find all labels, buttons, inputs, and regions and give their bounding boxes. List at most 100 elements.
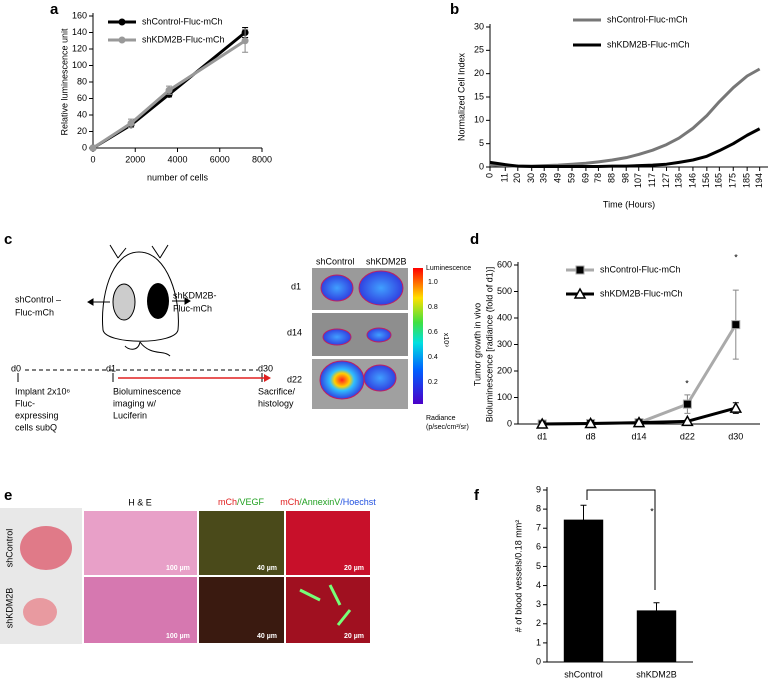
colorbar-footer: Radiance	[426, 415, 456, 422]
legend-marker	[118, 18, 126, 26]
marker	[535, 417, 549, 429]
scale-bar: 40 µm	[257, 633, 277, 640]
annotation: *	[734, 252, 738, 262]
timeline-label: d1	[106, 363, 116, 373]
x-tick-label: d22	[680, 431, 695, 441]
x-tick-label: 20	[512, 173, 522, 183]
y-tick-label: 500	[497, 286, 512, 296]
y-tick-label: 600	[497, 259, 512, 269]
y-tick-label: 60	[77, 93, 87, 103]
marker	[241, 37, 249, 45]
scale-bar: 100 µm	[166, 565, 190, 572]
panel-label: b	[450, 1, 459, 18]
marker	[127, 119, 135, 127]
colorbar-tick: 0.8	[428, 304, 438, 311]
y-axis-label: Bioluminescence [radiance (fold of d1)]	[484, 267, 494, 423]
x-tick-label: 59	[566, 173, 576, 183]
y-tick-label: 3	[536, 599, 541, 609]
step-label: cells subQ	[15, 422, 57, 432]
y-tick-label: 40	[77, 109, 87, 119]
y-tick-label: 100	[497, 392, 512, 402]
x-tick-label: 156	[701, 173, 711, 188]
marker	[729, 401, 743, 413]
y-tick-label: 20	[474, 68, 484, 78]
x-tick-label: 39	[539, 173, 549, 183]
diagram-label: shControl –	[15, 294, 61, 304]
x-tick-label: 107	[633, 173, 643, 188]
bar	[636, 610, 677, 662]
panel-label: c	[4, 231, 12, 248]
row-label: d22	[287, 374, 302, 384]
colorbar-tick: 0.6	[428, 329, 438, 336]
y-tick-label: 0	[507, 418, 512, 428]
y-tick-label: 25	[474, 45, 484, 55]
marker	[731, 320, 741, 330]
y-tick-label: 0	[82, 142, 87, 152]
image-header: shKDM2B	[366, 256, 407, 266]
scale-bar: 20 µm	[344, 565, 364, 572]
tissue-images	[0, 508, 370, 644]
colorbar-footer: (p/sec/cm²/sr)	[426, 424, 469, 431]
timeline-label: d30	[258, 363, 273, 373]
scale-bar: 100 µm	[166, 633, 190, 640]
y-tick-label: 400	[497, 312, 512, 322]
legend-label: shKDM2B-Fluc-mCh	[142, 34, 225, 44]
bioluminescence-images	[312, 268, 423, 409]
y-tick-label: 8	[536, 503, 541, 513]
x-tick-label: 49	[552, 173, 562, 183]
y-tick-label: 0	[479, 161, 484, 171]
x-tick-label: 136	[673, 173, 683, 188]
x-tick-label: 165	[714, 173, 724, 188]
step-label: Sacrifice/	[258, 386, 296, 396]
x-tick-label: 30	[526, 173, 536, 183]
legend-label: shKDM2B-Fluc-mCh	[600, 288, 683, 298]
colorbar-tick: 0.4	[428, 354, 438, 361]
legend-label: shKDM2B-Fluc-mCh	[607, 39, 690, 49]
error-bar	[580, 504, 587, 535]
step-label: Fluc-	[15, 398, 35, 408]
row-label: d1	[291, 281, 301, 291]
x-tick-label: 69	[580, 173, 590, 183]
y-tick-label: 10	[474, 115, 484, 125]
x-tick-label: d1	[537, 431, 547, 441]
panel-label: a	[50, 1, 59, 18]
marker	[584, 416, 597, 429]
mouse-diagram	[87, 244, 191, 357]
y-tick-label: 20	[77, 126, 87, 136]
y-tick-label: 120	[72, 43, 87, 53]
x-tick-label: 88	[607, 173, 617, 183]
y-tick-label: 5	[479, 138, 484, 148]
y-tick-label: 6	[536, 542, 541, 552]
x-tick-label: d14	[631, 431, 646, 441]
scale-bar: 20 µm	[344, 633, 364, 640]
arrow-head	[264, 374, 271, 382]
step-label: Implant 2x10⁶	[15, 386, 71, 396]
y-tick-label: 160	[72, 10, 87, 20]
y-axis-label: Tumor growth in vivo	[472, 303, 482, 386]
y-tick-label: 9	[536, 484, 541, 494]
panel-label: e	[4, 487, 12, 504]
y-tick-label: 200	[497, 365, 512, 375]
series-line	[489, 127, 761, 169]
row-label: shControl	[4, 529, 14, 568]
colorbar-tick: 1.0	[428, 279, 438, 286]
diagram-label: Fluc-mCh	[15, 307, 54, 317]
annotation: *	[650, 506, 654, 516]
colorbar-unit: x10⁹	[442, 333, 449, 347]
x-tick-label: shKDM2B	[636, 669, 677, 679]
panel-label: f	[474, 487, 480, 504]
marker	[89, 144, 97, 152]
x-tick-label: 175	[728, 173, 738, 188]
y-axis-label: # of blood vessels/0.18 mm²	[513, 520, 523, 633]
x-tick-label: d8	[586, 431, 596, 441]
x-tick-label: 11	[500, 173, 510, 182]
y-tick-label: 100	[72, 60, 87, 70]
y-axis-label: Relative luminescence unit	[59, 28, 69, 136]
x-tick-label: 0	[90, 154, 95, 164]
x-tick-label: 6000	[210, 154, 230, 164]
x-tick-label: 8000	[252, 154, 272, 164]
y-tick-label: 300	[497, 339, 512, 349]
image-header: mCh/AnnexinV/Hoechst	[280, 497, 376, 507]
y-tick-label: 5	[536, 561, 541, 571]
